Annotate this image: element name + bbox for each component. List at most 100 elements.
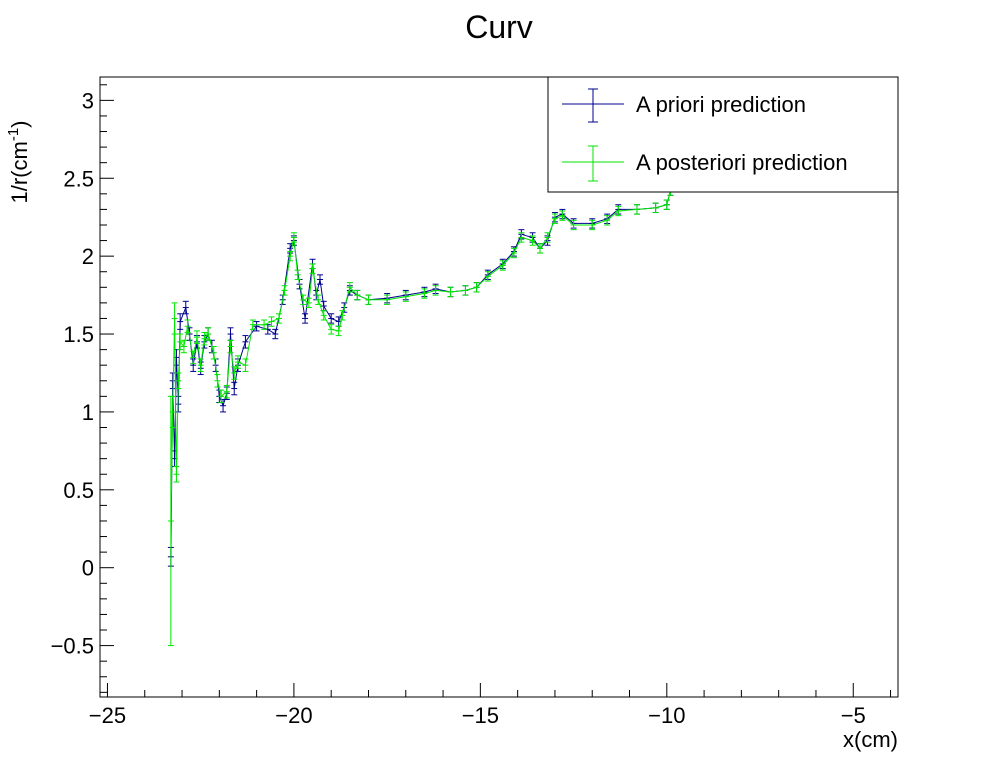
data-point — [529, 235, 536, 246]
data-point — [231, 381, 238, 396]
data-point — [365, 294, 372, 305]
data-point — [201, 331, 208, 346]
data-point — [287, 250, 294, 262]
data-point — [309, 263, 316, 274]
y-axis-label: 1/r(cm-1) — [5, 121, 32, 204]
data-point — [315, 294, 322, 305]
data-point — [261, 319, 268, 330]
legend: A priori prediction A posteriori predict… — [547, 76, 899, 193]
data-point — [177, 333, 184, 351]
legend-entry-a-priori: A priori prediction — [562, 88, 806, 123]
legend-box — [547, 76, 899, 193]
data-point — [184, 319, 191, 333]
data-point — [223, 384, 230, 399]
data-point — [354, 289, 361, 301]
data-point — [175, 372, 182, 390]
data-point — [346, 282, 353, 293]
y-tick-label: 0.5 — [63, 478, 94, 503]
data-point — [214, 374, 221, 388]
y-tick-label: 0 — [82, 556, 94, 581]
data-point — [559, 210, 566, 221]
data-point — [197, 358, 204, 372]
data-point — [171, 302, 178, 335]
legend-label-a-priori: A priori prediction — [636, 92, 806, 117]
data-point — [210, 345, 217, 360]
data-point — [339, 310, 346, 321]
data-point — [281, 285, 288, 296]
data-point — [218, 389, 225, 404]
data-point — [231, 366, 238, 380]
data-point — [300, 294, 307, 305]
y-tick-label: 2 — [82, 244, 94, 269]
data-point — [335, 325, 342, 337]
data-point — [272, 328, 279, 340]
data-point — [589, 219, 596, 231]
data-point — [205, 327, 212, 341]
chart-title: Curv — [465, 9, 533, 45]
data-point — [249, 319, 256, 330]
series-layer — [167, 185, 674, 647]
data-point — [190, 350, 197, 365]
x-axis-label: x(cm) — [843, 727, 898, 752]
data-point — [193, 330, 200, 344]
x-tick-label: −10 — [648, 703, 685, 728]
data-point — [510, 247, 517, 259]
data-point — [227, 339, 234, 354]
legend-label-a-posteriori: A posteriori prediction — [636, 150, 848, 175]
y-tick-label: −0.5 — [51, 634, 94, 659]
data-point — [462, 285, 469, 296]
x-tick-label: −25 — [89, 703, 126, 728]
data-point — [544, 232, 551, 243]
data-point — [432, 285, 439, 296]
y-tick-label: 2.5 — [63, 166, 94, 191]
data-point — [253, 321, 260, 332]
data-point — [604, 215, 611, 226]
data-point — [421, 288, 428, 299]
y-tick-label: 1 — [82, 400, 94, 425]
data-point — [242, 335, 249, 349]
series-a-posteriori — [167, 185, 674, 647]
data-point — [317, 274, 324, 285]
data-point — [275, 313, 282, 324]
data-point — [169, 395, 176, 429]
data-point — [663, 199, 670, 210]
data-point — [615, 205, 622, 217]
data-point — [182, 300, 189, 315]
data-point — [570, 219, 577, 231]
legend-entry-a-posteriori: A posteriori prediction — [562, 145, 848, 182]
data-point — [290, 232, 297, 243]
data-point — [402, 291, 409, 302]
data-point — [234, 355, 241, 369]
data-point — [551, 213, 558, 224]
data-point — [305, 297, 312, 309]
series-line — [170, 190, 671, 522]
data-point — [537, 243, 544, 254]
data-point — [652, 202, 659, 214]
x-axis-ticks: −25 −20 −15 −10 −5 — [89, 683, 892, 728]
data-point — [173, 465, 180, 483]
x-tick-label: −15 — [462, 703, 499, 728]
data-point — [499, 260, 506, 271]
data-point — [633, 204, 640, 215]
x-tick-label: −5 — [841, 703, 866, 728]
y-axis-label-exponent: -1 — [5, 128, 22, 141]
data-point — [328, 324, 335, 335]
data-point — [484, 271, 491, 282]
y-axis-label-close: ) — [7, 121, 32, 128]
plot-frame — [99, 76, 899, 698]
data-point — [294, 269, 301, 281]
data-point — [268, 316, 275, 327]
y-axis-label-base: 1/r(cm — [7, 141, 32, 203]
data-point — [473, 282, 480, 293]
data-point — [320, 310, 327, 321]
data-point — [518, 232, 525, 243]
data-point — [447, 286, 454, 298]
data-point — [384, 294, 391, 305]
data-point — [302, 313, 309, 324]
y-axis-ticks: −0.5 0 0.5 1 1.5 2 2.5 3 — [51, 84, 114, 693]
data-point — [180, 339, 187, 354]
data-point — [177, 313, 184, 330]
plot-area: −25 −20 −15 −10 −5 −0.5 0 0.5 1 1.5 2 2.5 3 — [51, 76, 899, 728]
data-point — [242, 358, 249, 372]
